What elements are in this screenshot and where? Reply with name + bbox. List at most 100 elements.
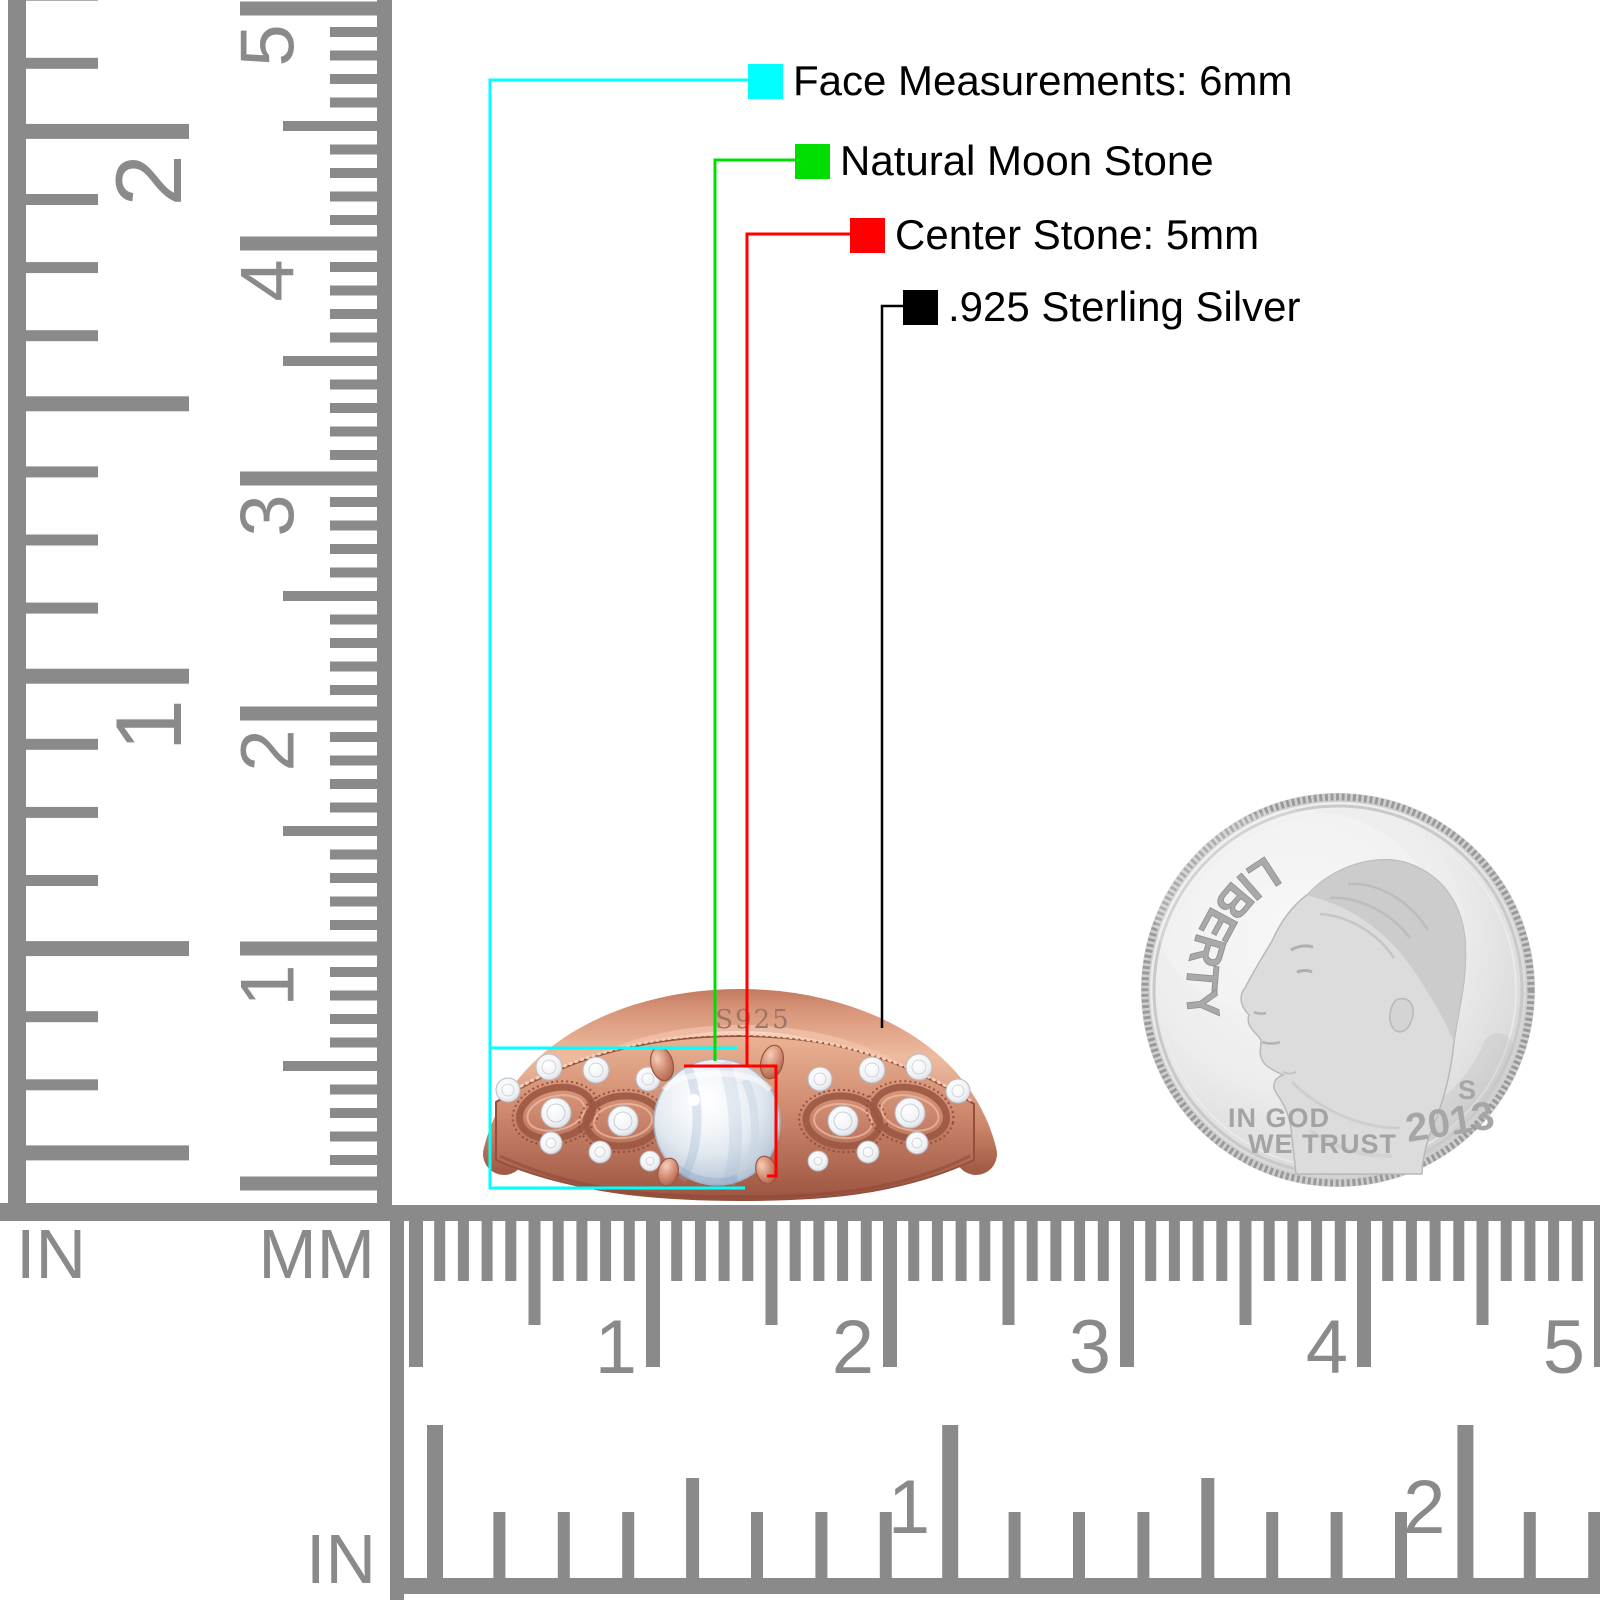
inch-tick	[427, 1425, 443, 1578]
mm-tick	[330, 191, 377, 202]
inch-tick	[26, 0, 98, 1]
inch-tick	[26, 534, 98, 546]
mm-tick	[330, 74, 377, 84]
annotation-sterling-silver: .925 Sterling Silver	[903, 283, 1301, 331]
mm-tick	[330, 426, 377, 437]
dime-coin: LIBERTY IN GOD WE TRUST 2013 S	[1141, 793, 1535, 1187]
annotation-natural-moonstone: Natural Moon Stone	[795, 137, 1214, 185]
prong	[657, 1157, 679, 1187]
inch-tick	[1201, 1478, 1215, 1578]
mm-tick	[409, 1221, 423, 1367]
portrait-hair	[1306, 859, 1466, 1042]
mm-tick	[330, 1037, 377, 1048]
mm-tick	[330, 685, 377, 695]
mm-tick	[330, 50, 377, 61]
left-ruler-bottom-bar	[0, 1203, 392, 1221]
cz-facet	[645, 1156, 655, 1166]
mm-tick	[330, 755, 377, 766]
mm-tick	[1382, 1221, 1394, 1281]
cz-facet	[641, 1072, 655, 1086]
mm-tick	[1311, 1221, 1323, 1281]
cz-stone	[807, 1066, 833, 1092]
hair-strand	[1347, 882, 1430, 931]
mm-tick	[330, 168, 377, 178]
annotation-center-stone: Center Stone: 5mm	[850, 211, 1259, 259]
neck-shading	[1308, 1128, 1393, 1158]
left-inch-label-1: 1	[96, 699, 201, 751]
eye-inner-highlight	[526, 1094, 586, 1132]
mm-tick	[283, 826, 377, 836]
inch-tick	[26, 466, 98, 478]
mm-tick	[240, 471, 377, 486]
mm-tick	[600, 1221, 612, 1281]
annotation-text: .925 Sterling Silver	[948, 283, 1301, 330]
left-cm-label-1: 1	[226, 964, 311, 1006]
cz-facet	[813, 1072, 827, 1086]
cz-facet	[501, 1083, 515, 1097]
inch-tick	[557, 1512, 570, 1578]
mm-tick	[1216, 1221, 1228, 1281]
cz-stone	[905, 1131, 929, 1155]
ring-engraving-text: S925	[715, 1005, 790, 1035]
mm-tick	[1476, 1221, 1489, 1325]
bottom-cm-label-2: 2	[832, 1305, 874, 1390]
left-cm-label-2: 2	[226, 729, 311, 771]
inch-tick	[1137, 1512, 1150, 1578]
mm-tick	[576, 1221, 588, 1281]
mm-tick	[1239, 1221, 1252, 1325]
cz-facet	[546, 1103, 566, 1123]
mm-tick	[1145, 1221, 1157, 1281]
cz-stone	[905, 1053, 933, 1081]
cz-stone	[856, 1140, 880, 1164]
inch-tick	[1395, 1512, 1407, 1578]
mm-tick	[1192, 1221, 1204, 1281]
mm-tick	[330, 779, 377, 789]
mm-tick	[240, 1176, 377, 1191]
left-cm-label-3: 3	[226, 494, 311, 536]
mm-tick	[330, 1131, 377, 1142]
eye-inner-highlight	[593, 1102, 653, 1140]
left-cm-label-4: 4	[226, 259, 311, 301]
coin-reeding	[1141, 793, 1535, 1187]
annotation-face-measurements: Face Measurements: 6mm	[748, 57, 1293, 105]
left-inch-label-2: 2	[96, 154, 201, 206]
mm-tick	[1120, 1221, 1134, 1367]
mm-tick	[789, 1221, 801, 1281]
mm-tick	[1074, 1221, 1086, 1281]
hair-strand	[1319, 912, 1396, 959]
bottom-ruler: 1 2 3 4 51 2	[390, 1205, 1600, 1600]
coin-motto-line2: WE TRUST	[1248, 1129, 1397, 1159]
bottom-cm-label-5: 5	[1543, 1305, 1585, 1390]
callout-line-sterling-silver	[880, 304, 903, 1028]
mm-tick	[1594, 1221, 1600, 1367]
mm-tick	[330, 614, 377, 625]
prong	[759, 1044, 785, 1080]
left-ruler-inch-unit: IN	[16, 1215, 86, 1293]
mm-tick	[283, 1061, 377, 1071]
mm-tick	[283, 356, 377, 366]
portrait-eyebrow	[1290, 944, 1314, 952]
callout-line-moonstone	[713, 158, 795, 1061]
callout-line-center-stone	[684, 232, 850, 1178]
mm-tick	[1524, 1221, 1536, 1281]
coin-mint-mark: S	[1458, 1075, 1476, 1105]
mm-tick	[813, 1221, 825, 1281]
mm-tick	[330, 802, 377, 813]
inch-tick	[26, 1011, 98, 1023]
bottom-cm-label-1: 1	[595, 1305, 637, 1390]
mm-tick	[330, 873, 377, 883]
cz-facet	[900, 1103, 920, 1123]
cz-facet	[588, 1062, 604, 1078]
cz-stone	[607, 1105, 639, 1137]
bottom-inch-label-1: 1	[888, 1465, 930, 1550]
portrait-nostril	[1253, 1010, 1267, 1015]
eye-milgrain	[865, 1080, 955, 1146]
left-ruler-mm-unit: MM	[258, 1215, 375, 1293]
mm-tick	[240, 236, 377, 251]
ring-photo: S925	[483, 989, 997, 1201]
mm-tick	[931, 1221, 943, 1281]
cz-stone	[639, 1150, 661, 1172]
cz-facet	[594, 1146, 606, 1158]
